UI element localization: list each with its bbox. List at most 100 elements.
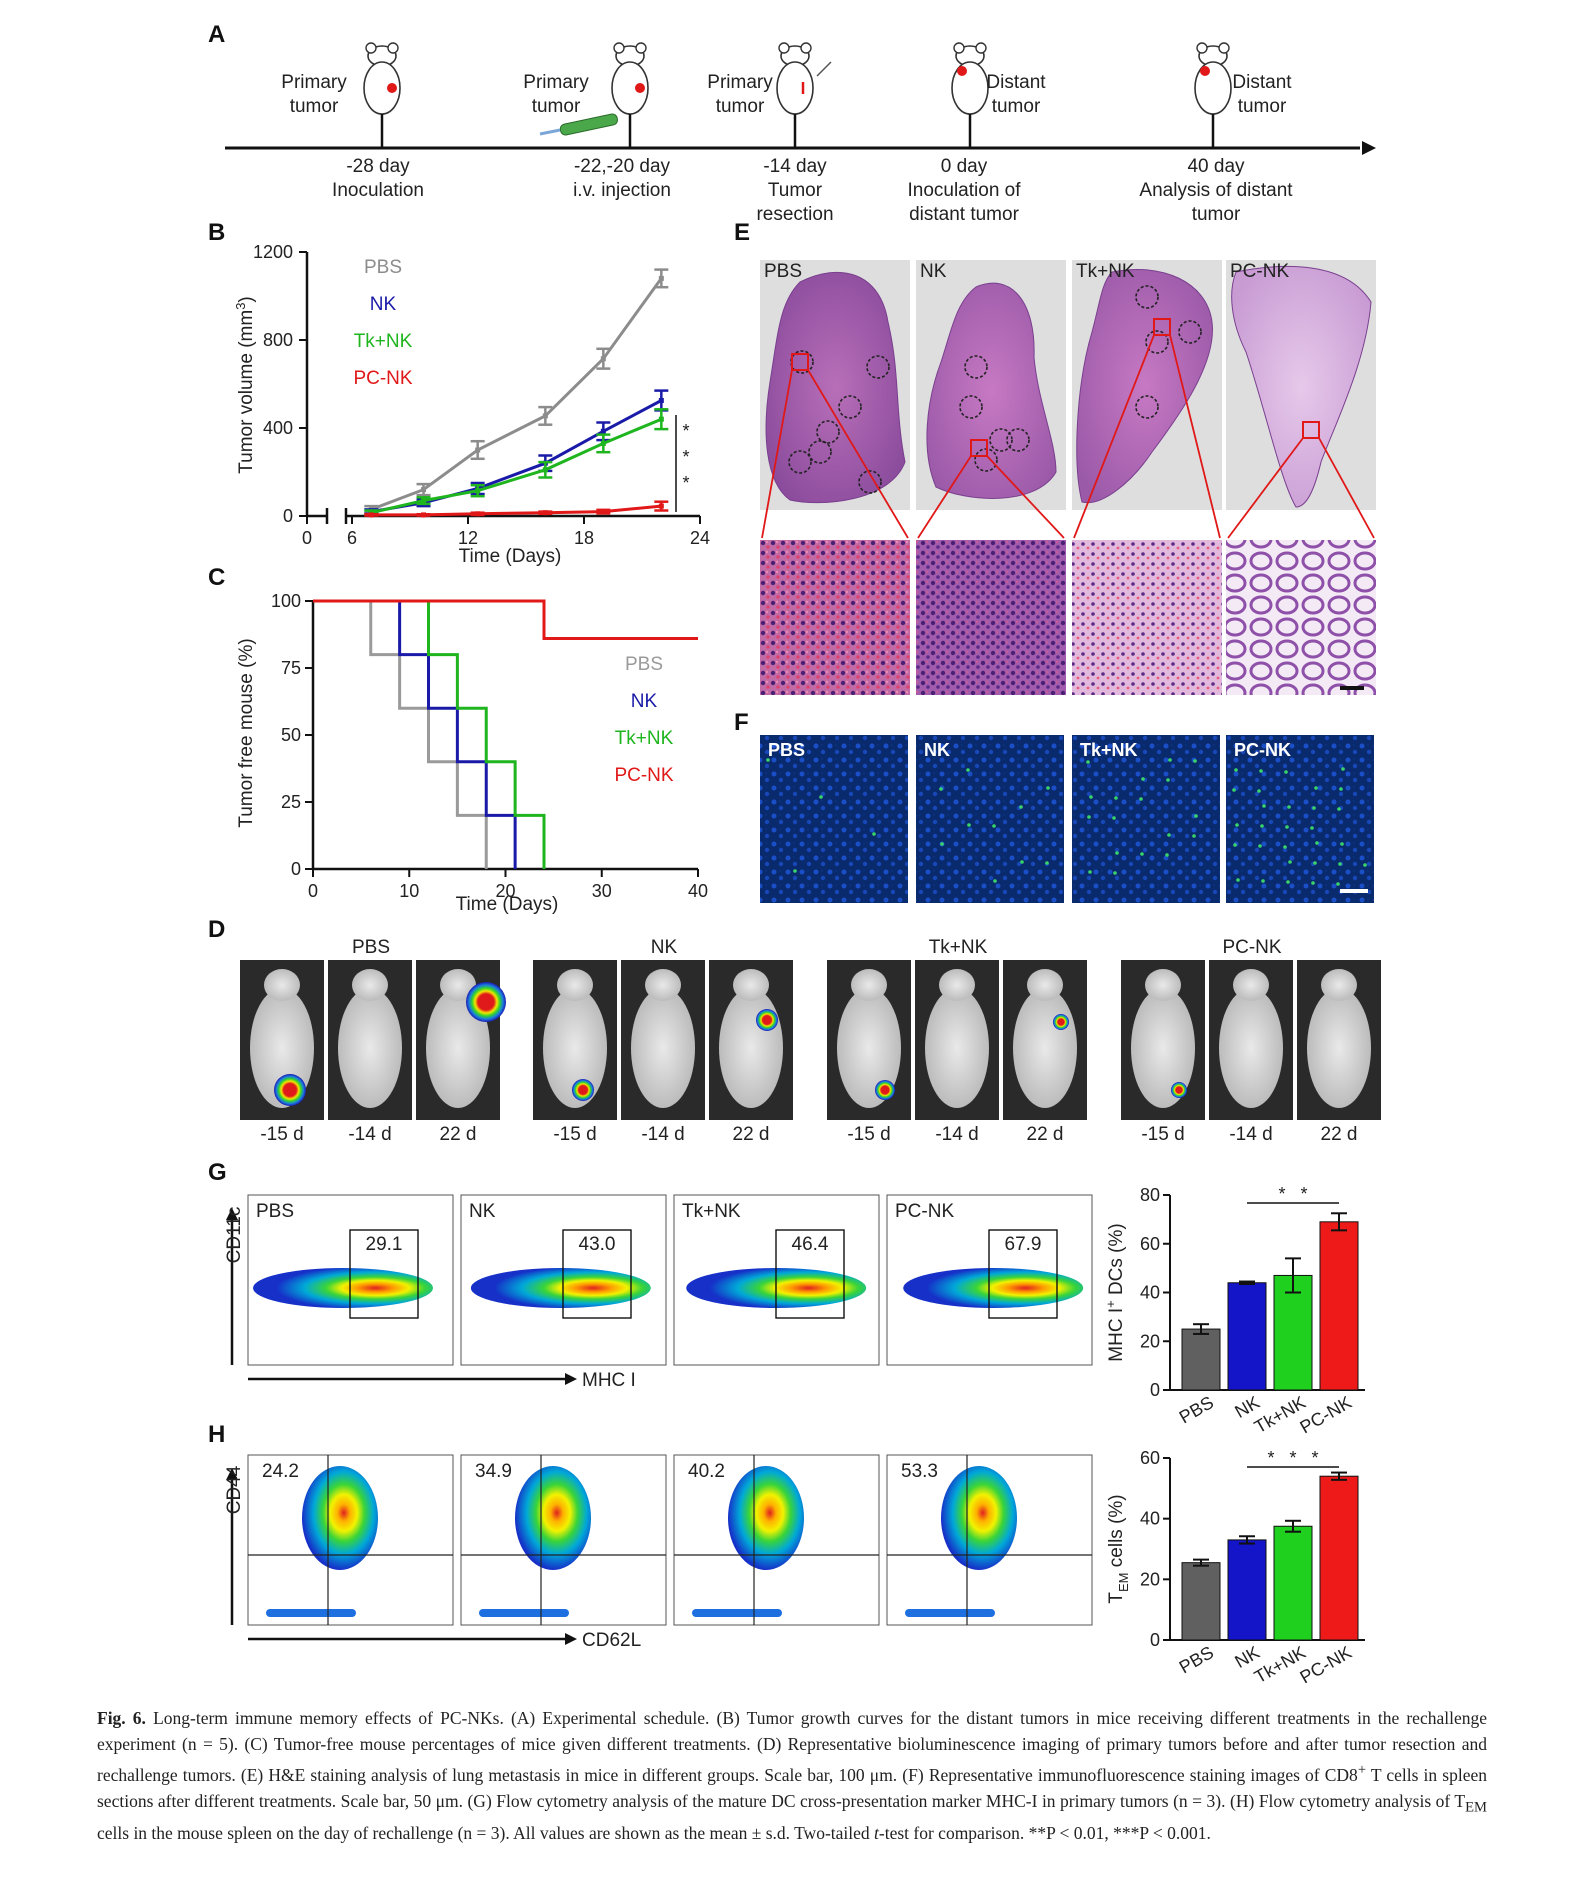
y-axis-label-sup: + — [1103, 1300, 1118, 1308]
cd8-signal — [1141, 777, 1145, 781]
metastasis-circle — [1006, 428, 1030, 452]
flow-density-baseline — [692, 1609, 782, 1617]
x-tick-label: 12 — [458, 528, 478, 548]
cd8-signal — [1284, 770, 1288, 774]
cd8-signal — [1233, 843, 1237, 847]
mouse-ear — [778, 42, 790, 54]
bli-group-label: PBS — [352, 937, 390, 958]
legend-entry-NK: NK — [631, 691, 658, 712]
y-tick-label: 25 — [281, 792, 301, 812]
cd8-signal — [1140, 852, 1144, 856]
y-tick-label: 20 — [1140, 1569, 1160, 1589]
bar-NK — [1227, 1539, 1267, 1641]
timeline-desc-label: i.v. injection — [573, 180, 671, 201]
data-point — [600, 356, 606, 362]
y-tick-label: 100 — [271, 591, 301, 611]
zoom-box — [1302, 421, 1320, 439]
bar-PBS — [1181, 1328, 1221, 1391]
cd8-signal — [1235, 823, 1239, 827]
cd8-signal — [992, 824, 996, 828]
bar-NK — [1227, 1282, 1267, 1391]
legend-entry-PC-NK: PC-NK — [353, 368, 412, 389]
bli-day-label: -15 d — [260, 1124, 303, 1145]
mouse-ear — [635, 42, 647, 54]
if-image — [1072, 735, 1220, 903]
bli-signal — [274, 1074, 306, 1106]
cd8-signal — [1234, 768, 1238, 772]
zoom-line — [1227, 437, 1304, 539]
cd8-signal — [1020, 860, 1024, 864]
mouse-silhouette — [631, 988, 695, 1108]
if-group-label: PBS — [768, 740, 805, 760]
data-point — [542, 413, 548, 419]
flow-quadrant-value: 53.3 — [901, 1461, 938, 1482]
histology-zoom-image — [1226, 540, 1376, 695]
bli-day-label: 22 d — [440, 1124, 477, 1145]
cd8-signal — [1115, 851, 1119, 855]
cd8-signal — [1089, 795, 1093, 799]
x-tick-label: 24 — [690, 528, 710, 548]
flow-group-label: NK — [469, 1201, 496, 1222]
cd8-signal — [1114, 796, 1118, 800]
cd8-signal — [1287, 805, 1291, 809]
data-point — [421, 512, 427, 518]
y-tick-label: 0 — [283, 506, 293, 526]
cd8-signal — [1341, 767, 1345, 771]
data-point — [658, 503, 664, 509]
timeline-mouse-label: Primary — [707, 72, 773, 93]
timeline-desc-label: tumor — [1192, 204, 1241, 225]
cd8-signal — [1338, 862, 1342, 866]
significance-star: * — [1278, 1184, 1285, 1204]
mouse-head — [264, 969, 300, 1001]
cd8-signal — [1139, 797, 1143, 801]
timeline-mouse-label: Distant — [1232, 72, 1292, 93]
mouse-silhouette — [1219, 988, 1283, 1108]
x-tick-label: 6 — [347, 528, 357, 548]
mouse-body — [776, 61, 814, 115]
y-tick-label: 800 — [263, 330, 293, 350]
x-tick-label: 0 — [302, 528, 312, 548]
y-axis-label-end: cells (%) — [1106, 1494, 1127, 1572]
cd8-signal — [1046, 786, 1050, 790]
bli-day-label: -14 d — [641, 1124, 684, 1145]
timeline-desc-label: Analysis of distant — [1139, 180, 1293, 201]
series-line-NK — [371, 399, 663, 514]
histology-group-label: PBS — [764, 261, 802, 282]
flow-density — [515, 1466, 591, 1570]
bli-group-label: Tk+NK — [929, 937, 988, 958]
significance-star: * — [1311, 1448, 1318, 1468]
cd8-signal — [1192, 834, 1196, 838]
mouse-head — [1145, 969, 1181, 1001]
flow-x-axis-label: MHC I — [582, 1370, 636, 1391]
metastasis-circle — [816, 420, 840, 444]
data-point — [658, 275, 664, 281]
bli-signal — [1053, 1014, 1069, 1030]
x-category-label: Tk+NK — [1251, 1392, 1309, 1437]
cd8-signal — [1232, 788, 1236, 792]
cd8-signal — [1285, 825, 1289, 829]
figure-canvas: A Primary tumor -28 day Inoculation Primary t… — [208, 21, 1381, 1687]
mouse-silhouette — [925, 988, 989, 1108]
mouse-ear — [365, 42, 377, 54]
zoom-line — [986, 455, 1065, 539]
timeline-desc-label: Inoculation — [332, 180, 424, 201]
panel-g-flow-cytometry: PBS 29.1 NK 43.0 Tk+NK 46.4 PC-NK 67.9 MHC I CD11… — [224, 1194, 1093, 1391]
scale-bar — [1340, 889, 1368, 893]
x-category-label: PC-NK — [1296, 1392, 1355, 1437]
scalpel-icon — [816, 61, 832, 77]
cd8-signal — [1167, 833, 1171, 837]
data-point — [475, 488, 481, 494]
series-line-PC-NK — [371, 504, 662, 517]
data-point — [658, 398, 664, 403]
cd8-signal — [1086, 760, 1090, 764]
timeline-day-label: -14 day — [763, 156, 827, 177]
cd8-signal — [1336, 882, 1340, 886]
x-tick-label: 20 — [495, 881, 515, 901]
cd8-signal — [1236, 878, 1240, 882]
cd8-signal — [1261, 879, 1265, 883]
flow-gate — [562, 1229, 632, 1319]
if-group-label: Tk+NK — [1080, 740, 1138, 760]
zoom-line — [1318, 437, 1375, 539]
mouse-ear — [975, 42, 987, 54]
mouse-head — [733, 969, 769, 1001]
